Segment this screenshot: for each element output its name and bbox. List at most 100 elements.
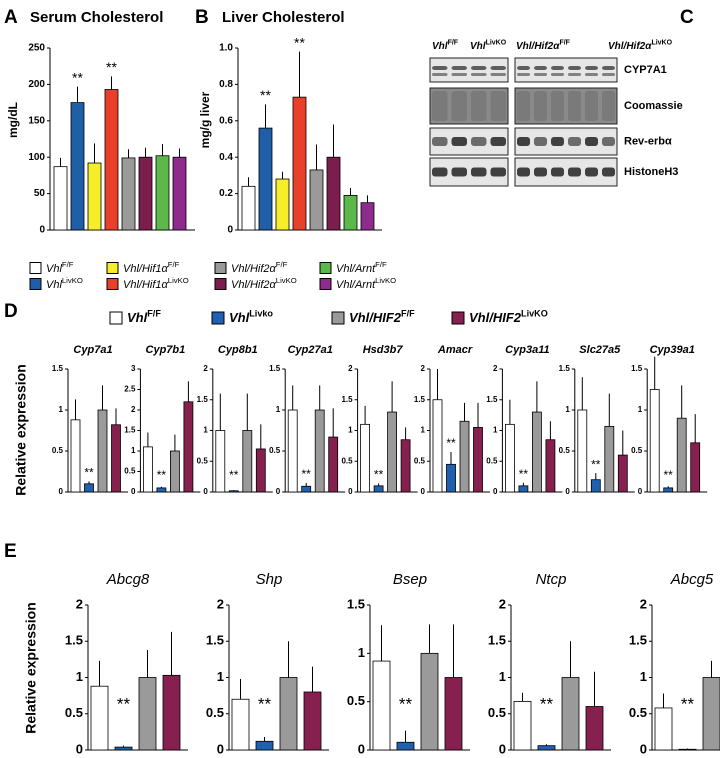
chart-title: Cyp8b1 (218, 344, 258, 356)
label: Vhl/ArntLivKO (336, 276, 396, 291)
blot-band (534, 91, 547, 121)
chart-title: Serum Cholesterol (30, 9, 163, 26)
bar (84, 483, 94, 493)
y-tick-label: 0 (493, 487, 498, 496)
y-tick-label: 0 (565, 487, 570, 496)
label-base: Vhl (432, 41, 448, 52)
bar (328, 436, 339, 493)
legend-swatch (319, 262, 332, 274)
bar (561, 677, 580, 751)
bar (309, 169, 324, 231)
blot-band (451, 66, 467, 70)
y-tick-label: 0 (276, 487, 281, 496)
blot-band (432, 137, 448, 146)
bar (121, 157, 136, 231)
bar (444, 677, 463, 751)
y-tick-label: 1 (59, 405, 64, 414)
y-tick-label: 3 (131, 364, 136, 373)
annotation: ** (260, 87, 271, 103)
label: Vhl/HIF2F/F (349, 309, 415, 326)
blot-band (551, 73, 564, 76)
y-tick-label: 0 (499, 741, 506, 756)
bar (114, 746, 133, 751)
blot-band (534, 66, 547, 70)
blot-band (602, 73, 615, 76)
blot-band (432, 167, 448, 177)
panel-letter: C (680, 7, 694, 28)
bar (532, 411, 542, 493)
blot-band (585, 73, 598, 76)
legend-swatch (109, 311, 123, 325)
y-tick-label: 0 (76, 741, 83, 756)
bar (387, 411, 398, 493)
y-tick-label: 1 (203, 426, 208, 435)
annotation: ** (519, 467, 529, 481)
bar (537, 745, 556, 751)
y-tick-label: 2 (421, 364, 426, 373)
label-base: Vhl/Hif2α (231, 263, 277, 275)
annotation: ** (446, 436, 456, 450)
bar (242, 430, 253, 493)
bar (649, 389, 660, 493)
blot-band (471, 167, 487, 177)
panel-letter: B (195, 7, 209, 28)
bar (279, 677, 298, 751)
y-tick-label: 0.5 (631, 446, 643, 455)
y-tick-label: 0 (227, 225, 233, 236)
legend-swatch (211, 311, 225, 325)
bar (70, 102, 85, 231)
bar (104, 89, 119, 231)
y-tick-label: 1 (276, 405, 281, 414)
bar (53, 166, 68, 231)
label-sup: Livko (249, 309, 273, 319)
chart-title: Ntcp (536, 571, 567, 588)
label-sup: F/F (401, 309, 415, 319)
bar (663, 487, 674, 493)
blot-band (471, 91, 487, 121)
y-tick-label: 0.5 (559, 446, 571, 455)
chart-title: Bsep (393, 571, 427, 588)
annotation: ** (664, 468, 674, 482)
annotation: ** (258, 694, 272, 713)
bar (258, 127, 273, 231)
bar (156, 487, 167, 493)
bar (690, 442, 701, 493)
y-tick-label: 0 (638, 487, 643, 496)
y-tick-label: 0.5 (488, 705, 506, 720)
blot-frame (514, 157, 618, 187)
blot-band (585, 167, 598, 177)
y-tick-label: 2 (76, 596, 83, 611)
bar (275, 178, 290, 231)
y-tick-label: 2 (348, 364, 353, 373)
label: VhlF/F (46, 260, 74, 275)
bar (111, 424, 121, 493)
y-tick-label: 0.5 (269, 446, 281, 455)
y-tick-label: 0.5 (65, 705, 83, 720)
y-tick-label: 1.5 (124, 426, 136, 435)
blot-band (517, 91, 530, 121)
annotation: ** (399, 694, 413, 713)
y-axis-label: Relative expression (13, 364, 29, 496)
band-label: Rev-erbα (624, 135, 672, 147)
y-tick-label: 2 (217, 596, 224, 611)
blot-band (490, 66, 506, 70)
band-label: HistoneH3 (624, 166, 678, 178)
y-tick-label: 1 (493, 426, 498, 435)
y-tick-label: 2 (640, 596, 647, 611)
label-base: Vhl/Hif2α (516, 41, 560, 52)
bar (518, 485, 529, 493)
y-tick-label: 1 (640, 669, 647, 684)
bar (169, 450, 180, 493)
legend-swatch (214, 278, 227, 290)
bar (396, 741, 415, 751)
y-tick-label: 0.5 (629, 705, 647, 720)
panel-letter: E (4, 541, 17, 562)
y-tick-label: 1.5 (629, 633, 647, 648)
blot-band (517, 167, 530, 177)
blot-band (534, 167, 547, 177)
annotation: ** (540, 694, 554, 713)
chart-title: Hsd3b7 (363, 344, 404, 356)
legend-swatch (29, 262, 42, 274)
label: VhlF/F (432, 39, 459, 51)
